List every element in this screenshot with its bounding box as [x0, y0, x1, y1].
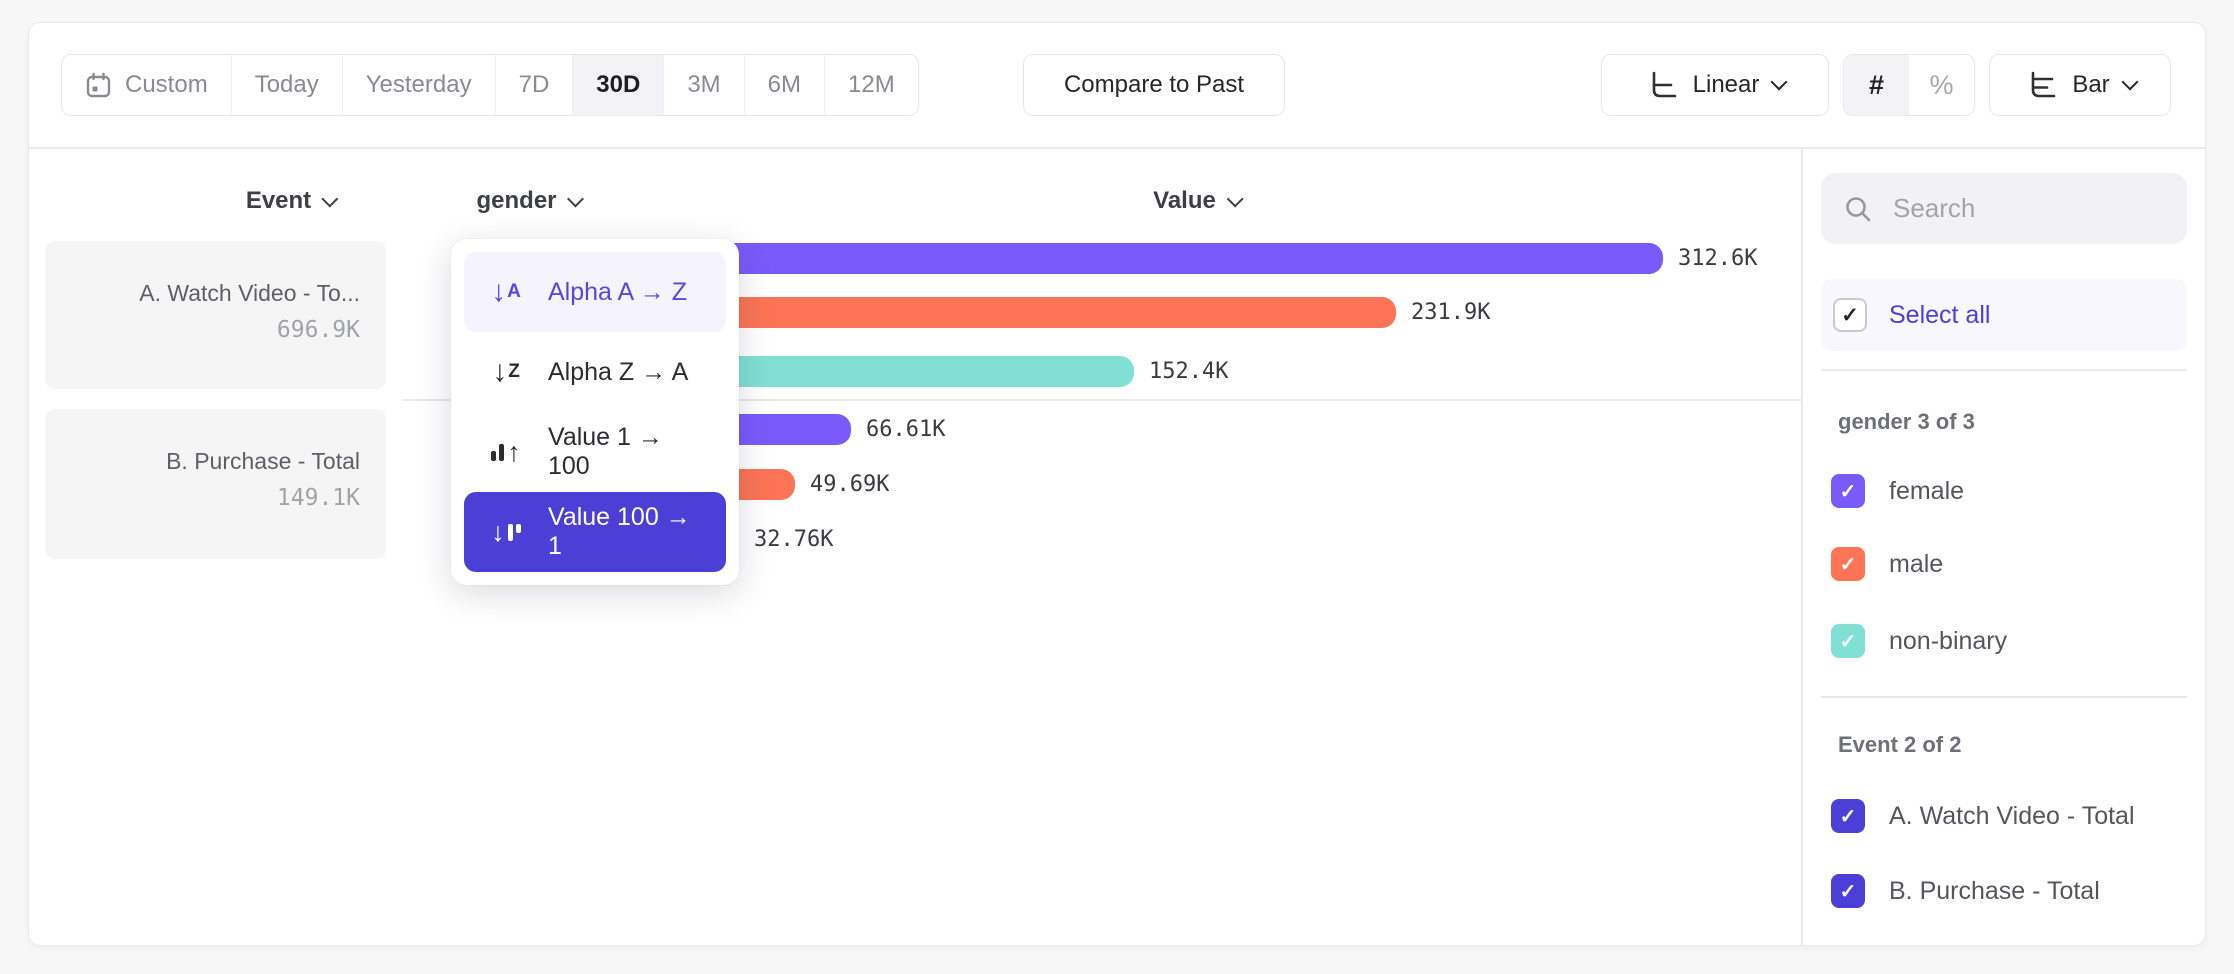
compare-to-past-button[interactable]: Compare to Past — [1023, 54, 1285, 116]
bar-value-label: 152.4K — [1149, 359, 1229, 384]
event-total: 696.9K — [276, 317, 360, 343]
chart-type-label: Bar — [2072, 71, 2110, 98]
sidebar-search — [1821, 173, 2187, 244]
range-3m[interactable]: 3M — [663, 55, 743, 115]
toolbar-divider — [29, 147, 2205, 149]
event-card-watch-video[interactable]: A. Watch Video - To... 696.9K — [45, 241, 386, 389]
sort-alpha-desc-icon: ↓ Z — [492, 355, 520, 388]
select-all-row[interactable]: ✓ Select all — [1821, 279, 2187, 351]
range-custom[interactable]: Custom — [62, 55, 231, 115]
event-section-label: Event 2 of 2 — [1838, 732, 1962, 757]
value-column-header[interactable]: Value — [1153, 187, 1244, 215]
gender-section-label: gender 3 of 3 — [1838, 409, 1975, 434]
bar-value-label: 231.9K — [1411, 300, 1491, 325]
chevron-down-icon — [1226, 190, 1244, 208]
range-today[interactable]: Today — [230, 55, 342, 115]
scale-dropdown[interactable]: Linear — [1601, 54, 1829, 116]
bar-row-watchvideo-male: 231.9K — [631, 297, 1490, 328]
menu-item-alpha-z-a[interactable]: ↓ Z Alpha Z → A — [464, 332, 726, 412]
sort-value-desc-icon: ↓ — [482, 518, 530, 546]
bar-chart-icon — [2032, 71, 2056, 98]
sort-alpha-asc-icon: ↓ A — [491, 275, 521, 308]
breakdown-column-header[interactable]: gender — [476, 187, 584, 215]
legend-row-watch-video[interactable]: ✓ A. Watch Video - Total — [1821, 799, 2187, 833]
bar-segment-female[interactable] — [631, 243, 1663, 274]
event-title: A. Watch Video - To... — [139, 280, 360, 306]
range-30d-selected[interactable]: 30D — [572, 55, 664, 115]
percent-toggle[interactable]: % — [1929, 69, 1954, 100]
value-format-toggle: # % — [1843, 54, 1975, 116]
chevron-down-icon — [567, 190, 584, 208]
range-label: Custom — [125, 71, 208, 98]
select-all-label: Select all — [1889, 300, 1991, 329]
menu-item-value-desc[interactable]: ↓ Value 100 → 1 — [464, 492, 726, 572]
absolute-number-toggle[interactable]: # — [1844, 55, 1909, 115]
date-range-selector: Custom Today Yesterday 7D 30D 3M 6M 12M — [61, 54, 919, 116]
chart-type-dropdown[interactable]: Bar — [1989, 54, 2171, 116]
sidebar-section-divider — [1821, 369, 2187, 371]
chevron-down-icon — [1770, 73, 1788, 91]
breakdown-sort-menu: ↓ A Alpha A → Z ↓ Z Alpha Z → A ↑ Value 1 … — [451, 239, 739, 585]
checkbox-watch-video[interactable]: ✓ — [1831, 799, 1865, 833]
legend-row-male[interactable]: ✓ male — [1821, 547, 2187, 581]
event-card-purchase[interactable]: B. Purchase - Total 149.1K — [45, 409, 386, 559]
bar-segment-male[interactable] — [631, 297, 1396, 328]
scale-label: Linear — [1692, 71, 1760, 98]
chevron-down-icon — [321, 190, 339, 208]
event-column-header[interactable]: Event — [246, 187, 339, 215]
select-all-checkbox[interactable]: ✓ — [1833, 298, 1867, 332]
bar-row-watchvideo-female: 312.6K — [631, 243, 1757, 274]
legend-row-female[interactable]: ✓ female — [1821, 474, 2187, 508]
bar-value-label: 312.6K — [1678, 246, 1758, 271]
range-yesterday[interactable]: Yesterday — [341, 55, 495, 115]
event-group-divider — [403, 399, 1801, 401]
legend-row-non-binary[interactable]: ✓ non-binary — [1821, 624, 2187, 658]
range-7d[interactable]: 7D — [494, 55, 573, 115]
checkbox-male[interactable]: ✓ — [1831, 547, 1865, 581]
menu-item-value-asc[interactable]: ↑ Value 1 → 100 — [464, 412, 726, 492]
event-total: 149.1K — [276, 485, 360, 511]
search-input[interactable] — [1891, 192, 2165, 225]
insights-report-card: Custom Today Yesterday 7D 30D 3M 6M 12M … — [28, 22, 2206, 946]
sort-value-asc-icon: ↑ — [482, 438, 530, 466]
checkbox-non-binary[interactable]: ✓ — [1831, 624, 1865, 658]
bar-value-label: 32.76K — [754, 527, 834, 552]
event-title: B. Purchase - Total — [166, 448, 360, 474]
legend-row-purchase[interactable]: ✓ B. Purchase - Total — [1821, 874, 2187, 908]
checkbox-purchase[interactable]: ✓ — [1831, 874, 1865, 908]
bar-value-label: 49.69K — [810, 472, 890, 497]
sidebar-section-divider — [1821, 696, 2187, 698]
checkbox-female[interactable]: ✓ — [1831, 474, 1865, 508]
sidebar-divider — [1801, 147, 1803, 945]
chevron-down-icon — [2121, 73, 2139, 91]
calendar-icon — [86, 72, 111, 97]
range-12m[interactable]: 12M — [824, 55, 918, 115]
range-6m[interactable]: 6M — [743, 55, 824, 115]
search-icon — [1846, 196, 1871, 221]
linear-axis-icon — [1652, 71, 1676, 98]
menu-item-alpha-a-z[interactable]: ↓ A Alpha A → Z — [464, 252, 726, 332]
bar-value-label: 66.61K — [866, 417, 946, 442]
